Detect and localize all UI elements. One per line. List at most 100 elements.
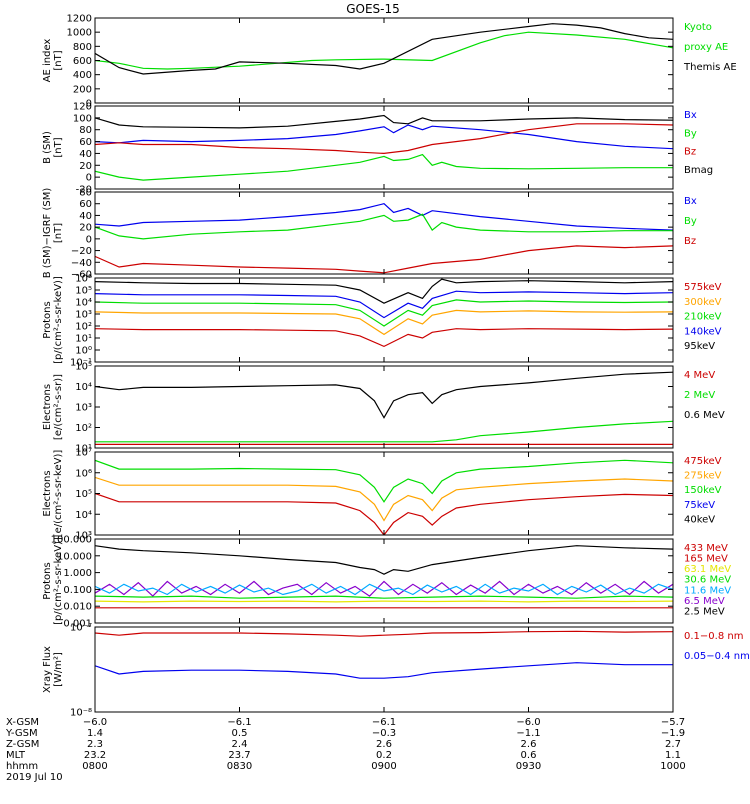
y-tick-label: 10³	[75, 403, 92, 414]
y-tick-label: 10⁷	[75, 448, 92, 459]
y-tick-label: 100	[73, 113, 92, 124]
ephemeris-value: 1000	[660, 761, 685, 772]
legend-label: 575keV	[684, 282, 722, 293]
series-line-kyoto-proxy-ae	[95, 31, 673, 70]
series-line-0-1-0-8-nm	[95, 630, 673, 637]
y-tick-label: 120	[73, 102, 92, 113]
series-line-30-6-mev	[95, 595, 673, 599]
legend-label: 433 MeV	[684, 543, 728, 554]
y-tick-label: −40	[71, 258, 92, 269]
panel-protons_mev: 0.001 0.010 0.100 1.000 10.000 100.000 Protons…	[42, 535, 731, 630]
y-tick-label: 60	[79, 137, 92, 148]
series-line-6-5-mev	[95, 580, 673, 597]
series-line-140kev	[95, 290, 673, 319]
legend-label: Bmag	[684, 165, 713, 176]
y-tick-label: 800	[73, 42, 92, 53]
ephemeris-value: −1.9	[661, 728, 685, 739]
y-tick-label: 20	[79, 161, 92, 172]
series-line-2-mev	[95, 420, 673, 443]
ephemeris-row-label: 2019 Jul 10	[6, 772, 63, 783]
legend-label: proxy AE	[684, 42, 728, 53]
legend-label: 11.6 MeV	[684, 585, 731, 596]
y-tick-label: 10⁵	[75, 286, 92, 297]
y-tick-label: 0	[86, 99, 92, 110]
y-axis-label: [nT]	[53, 137, 64, 157]
y-tick-label: 40	[79, 149, 92, 160]
series-line-40kev	[95, 459, 673, 503]
legend-label: 475keV	[684, 456, 722, 467]
panel-ae: 0 200 400 600 800 1000 1200 AE index [nT] Kyoto pr…	[42, 14, 737, 110]
ephemeris-value: 2.6	[376, 739, 392, 750]
panel-frame	[94, 365, 674, 449]
y-tick-label: 10⁴	[75, 382, 92, 393]
series-line-bz	[95, 123, 673, 155]
y-tick-label: 10⁵	[75, 362, 92, 373]
y-tick-label: 10¹	[75, 334, 92, 345]
ephemeris-row-label: X-GSM	[6, 717, 39, 728]
y-tick-label: 10⁴	[75, 510, 92, 521]
legend-label: Bz	[684, 147, 696, 158]
y-tick-label: 1.000	[63, 568, 92, 579]
legend-label: 4 MeV	[684, 370, 715, 381]
series-line-575kev	[95, 328, 673, 348]
y-tick-label: 10²	[75, 423, 92, 434]
y-tick-label: 10.000	[57, 551, 92, 562]
y-tick-label: 40	[79, 211, 92, 222]
legend-label: Bz	[684, 236, 696, 247]
series-line-475kev	[95, 492, 673, 535]
y-tick-label: 10³	[75, 310, 92, 321]
series-line-bz	[95, 245, 673, 274]
y-axis-label: AE index	[42, 39, 53, 83]
panel-xray: 10⁻⁸ 10⁻⁷ Xray Flux [W/m²] 0.1−0.8 nm 0.05−0.…	[42, 623, 750, 719]
y-tick-label: 1000	[67, 28, 92, 39]
y-tick-label: 400	[73, 70, 92, 81]
series-line-11-6-mev	[95, 583, 673, 596]
panel-frame	[94, 451, 674, 536]
y-tick-label: 10⁶	[75, 274, 92, 285]
y-axis-label: Xray Flux	[42, 646, 53, 693]
panel-frame	[94, 17, 674, 104]
y-axis-label: Protons	[42, 301, 53, 338]
ephemeris-value: 0.6	[521, 750, 537, 761]
ephemeris-value: −5.7	[661, 717, 685, 728]
y-axis-label: [e/(cm²-s-sr)]	[53, 374, 64, 440]
legend-label: By	[684, 216, 697, 227]
ephemeris-value: 0830	[227, 761, 252, 772]
ephemeris-value: 23.7	[228, 750, 250, 761]
ephemeris-value: 2.4	[232, 739, 248, 750]
y-tick-label: 10⁶	[75, 468, 92, 479]
series-line-by	[95, 153, 673, 181]
series-line-0-05-0-4-nm	[95, 662, 673, 679]
y-tick-label: 10⁵	[75, 489, 92, 500]
ephemeris-value: 0.2	[376, 750, 392, 761]
ephemeris-row-label: hhmm	[6, 761, 38, 772]
y-axis-label: Protons	[42, 562, 53, 599]
ephemeris-value: 0900	[371, 761, 396, 772]
legend-label: 75keV	[684, 500, 715, 511]
ephemeris-value: 2.3	[87, 739, 103, 750]
y-tick-label: 80	[79, 125, 92, 136]
y-tick-label: 10⁻¹	[70, 358, 92, 369]
series-line-by	[95, 213, 673, 240]
y-tick-label: 0.010	[63, 602, 92, 613]
legend-label: 2 MeV	[684, 390, 715, 401]
y-axis-label: [p/(cm²-s-sr-keV)]	[53, 537, 64, 625]
y-axis-label: [W/m²]	[53, 652, 64, 687]
y-tick-label: −20	[71, 246, 92, 257]
panel-frame	[94, 626, 674, 713]
series-line-63-1-mev	[95, 600, 673, 603]
y-axis-label: B (SM)	[42, 131, 53, 164]
legend-label: 140keV	[684, 326, 722, 337]
y-tick-label: 20	[79, 223, 92, 234]
legend-label: Bx	[684, 110, 697, 121]
ephemeris-value: 1.1	[665, 750, 681, 761]
y-axis-label: [nT]	[53, 223, 64, 243]
ephemeris-row-label: Z-GSM	[6, 739, 39, 750]
legend-label: Bx	[684, 196, 697, 207]
series-line-bmag	[95, 114, 673, 129]
series-line-300kev	[95, 309, 673, 336]
series-line-0-6-mev	[95, 371, 673, 419]
legend-label: 165 MeV	[684, 554, 728, 565]
